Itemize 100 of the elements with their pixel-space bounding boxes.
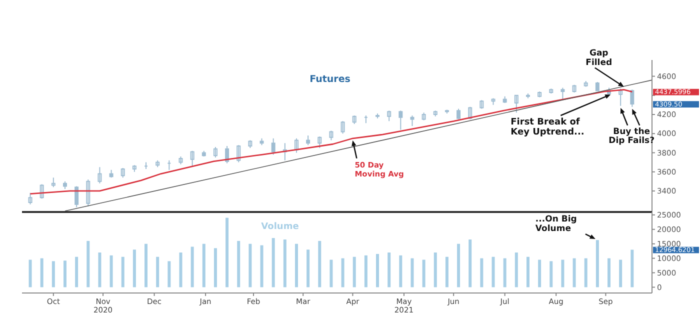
bar: [584, 258, 588, 288]
candlestick: [410, 114, 414, 126]
bar: [608, 258, 611, 288]
candlestick: [178, 156, 183, 165]
candlestick: [364, 114, 368, 124]
candlestick: [398, 110, 403, 130]
bar: [132, 250, 136, 288]
candlestick: [98, 166, 102, 184]
bar: [457, 244, 460, 288]
candlestick: [248, 140, 252, 148]
bar: [40, 258, 44, 288]
candlestick: [352, 114, 356, 125]
bar: [596, 240, 599, 288]
bar: [156, 256, 160, 288]
bar: [514, 252, 518, 288]
candlestick: [526, 92, 530, 99]
series-label: Volume: [261, 222, 299, 232]
candlestick: [109, 169, 114, 178]
bar: [121, 256, 124, 288]
bar: [492, 256, 495, 288]
bar: [272, 238, 275, 288]
candlestick: [329, 130, 334, 141]
candlestick: [51, 177, 56, 188]
bar: [110, 255, 113, 288]
candlestick: [491, 98, 496, 106]
bar: [226, 218, 229, 288]
candlestick: [271, 138, 276, 156]
annotation: ...On Big Volume: [535, 214, 577, 234]
bar: [526, 256, 530, 288]
bar: [434, 252, 437, 288]
bar: [503, 258, 506, 288]
bar: [306, 250, 310, 288]
candlestick: [132, 164, 136, 172]
candlestick: [28, 192, 32, 205]
candlestick: [618, 88, 623, 106]
bar: [341, 258, 344, 288]
candlestick: [502, 96, 507, 104]
candlestick: [595, 81, 600, 92]
bar: [237, 240, 240, 288]
bar: [52, 261, 55, 288]
candlestick: [144, 162, 148, 170]
candlestick: [560, 87, 565, 100]
bar: [364, 255, 368, 288]
candlestick: [318, 136, 322, 148]
candlestick: [422, 112, 426, 121]
bar: [202, 244, 206, 288]
bar: [330, 260, 333, 288]
candlestick: [538, 91, 542, 98]
bar: [388, 252, 391, 288]
bar: [294, 244, 298, 288]
candlestick: [480, 100, 484, 110]
annotation: First Break of Key Uptrend...: [510, 118, 584, 138]
candlestick: [306, 135, 310, 146]
candlestick: [202, 150, 206, 158]
candlestick: [376, 113, 380, 119]
annotation: Buy the Dip Fails?: [608, 126, 655, 146]
bar: [318, 240, 322, 288]
candlestick: [190, 150, 194, 167]
bar: [619, 260, 622, 288]
candlestick: [260, 138, 264, 146]
bar: [248, 244, 252, 288]
bar: [75, 256, 78, 288]
bar: [445, 256, 448, 288]
bar: [86, 240, 90, 288]
bar: [260, 245, 264, 288]
bar: [399, 255, 402, 288]
candlestick: [387, 110, 392, 122]
bar: [179, 252, 182, 288]
bar: [410, 258, 414, 288]
bar: [538, 260, 542, 288]
bar: [144, 244, 148, 288]
candlestick: [584, 80, 588, 88]
bar: [63, 260, 66, 288]
candlestick: [433, 110, 438, 117]
bar: [28, 260, 32, 288]
bar: [98, 252, 102, 288]
candlestick: [340, 120, 345, 134]
annotation: Gap Filled: [586, 48, 612, 68]
bar: [214, 248, 217, 288]
candlestick: [167, 160, 172, 170]
candlestick: [456, 108, 461, 120]
bar: [376, 254, 380, 288]
bar: [480, 258, 484, 288]
candlestick: [156, 160, 160, 168]
bar: [561, 260, 564, 288]
candlestick: [444, 109, 449, 114]
candlestick: [549, 88, 554, 94]
bar: [422, 260, 426, 288]
candlestick: [572, 84, 576, 94]
bar: [550, 261, 553, 288]
text: Futures: [310, 74, 351, 85]
bar: [190, 246, 194, 288]
bar: [572, 258, 576, 288]
candlestick: [514, 94, 518, 114]
candlestick: [120, 168, 125, 178]
candlestick: [62, 180, 67, 190]
bar: [352, 256, 356, 288]
bar: [630, 250, 634, 288]
candlestick: [213, 146, 218, 158]
bar: [283, 239, 286, 288]
